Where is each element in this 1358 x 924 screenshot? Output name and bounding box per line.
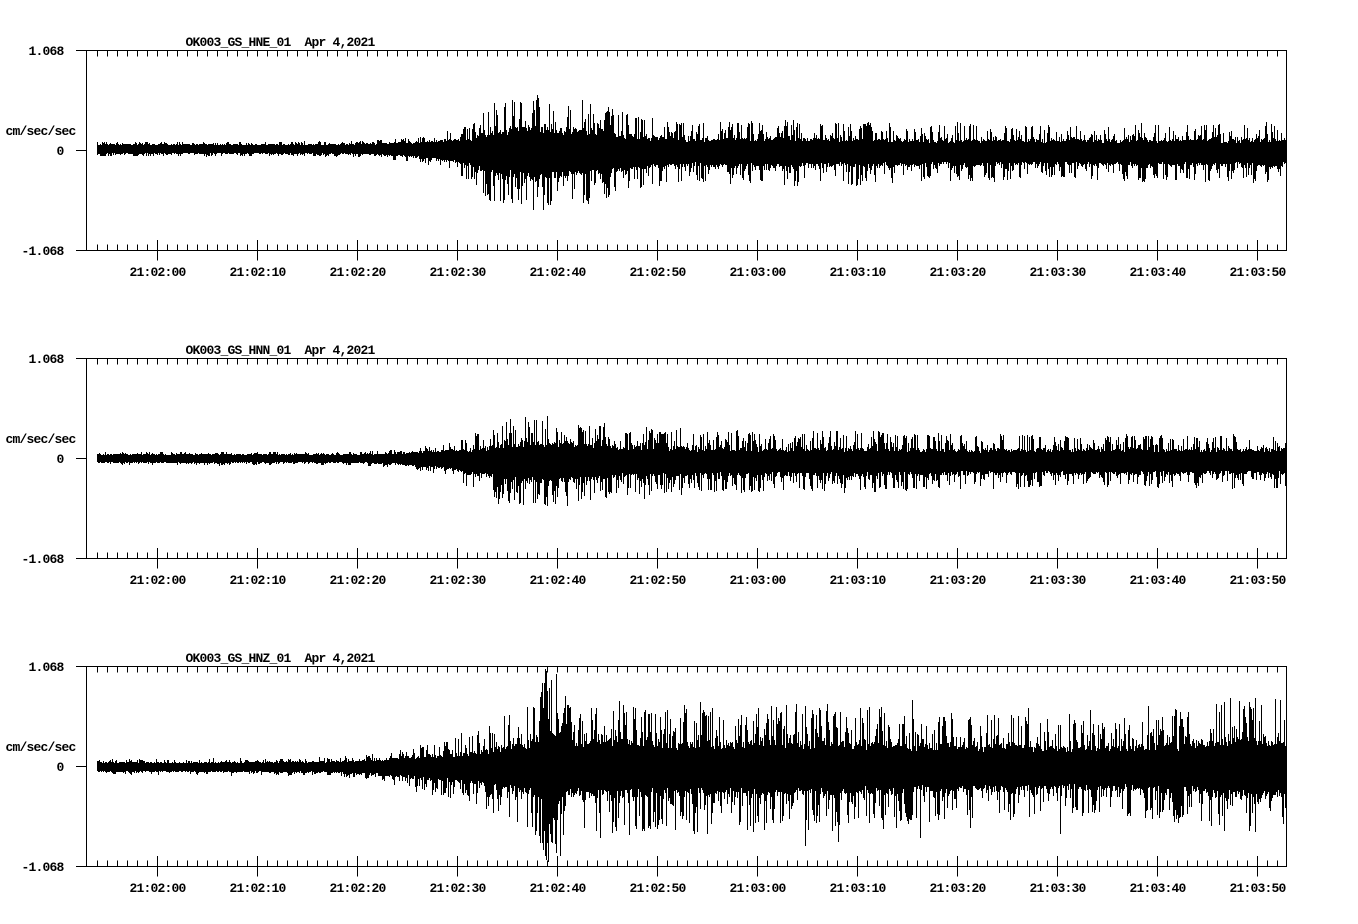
svg-text:21:02:30: 21:02:30 (429, 881, 486, 896)
svg-text:21:03:50: 21:03:50 (1229, 881, 1286, 896)
svg-text:21:02:10: 21:02:10 (229, 265, 286, 280)
svg-text:cm/sec/sec: cm/sec/sec (6, 432, 77, 447)
svg-text:1.068: 1.068 (28, 660, 64, 675)
svg-text:21:03:10: 21:03:10 (829, 881, 886, 896)
svg-text:21:03:30: 21:03:30 (1029, 881, 1086, 896)
svg-text:21:03:30: 21:03:30 (1029, 573, 1086, 588)
svg-text:21:02:30: 21:02:30 (429, 265, 486, 280)
svg-text:21:03:10: 21:03:10 (829, 573, 886, 588)
svg-text:21:03:20: 21:03:20 (929, 573, 986, 588)
svg-text:cm/sec/sec: cm/sec/sec (6, 124, 77, 139)
svg-text:21:02:00: 21:02:00 (129, 881, 186, 896)
svg-text:OK003_GS_HNN_01 Apr 4,2021: OK003_GS_HNN_01 Apr 4,2021 (186, 343, 376, 358)
svg-text:21:02:10: 21:02:10 (229, 573, 286, 588)
svg-text:21:02:40: 21:02:40 (529, 265, 586, 280)
svg-text:21:02:50: 21:02:50 (629, 265, 686, 280)
svg-text:21:03:00: 21:03:00 (729, 265, 786, 280)
svg-text:21:02:20: 21:02:20 (329, 265, 386, 280)
svg-text:1.068: 1.068 (28, 352, 64, 367)
svg-text:0: 0 (56, 760, 64, 775)
svg-text:OK003_GS_HNE_01 Apr 4,2021: OK003_GS_HNE_01 Apr 4,2021 (186, 35, 376, 50)
svg-text:0: 0 (56, 144, 64, 159)
svg-text:21:03:10: 21:03:10 (829, 265, 886, 280)
svg-text:21:02:50: 21:02:50 (629, 573, 686, 588)
svg-text:21:02:40: 21:02:40 (529, 881, 586, 896)
svg-text:21:02:10: 21:02:10 (229, 881, 286, 896)
svg-text:-1.068: -1.068 (21, 860, 64, 875)
svg-text:21:02:20: 21:02:20 (329, 881, 386, 896)
svg-text:21:03:20: 21:03:20 (929, 881, 986, 896)
svg-text:21:03:00: 21:03:00 (729, 573, 786, 588)
svg-text:-1.068: -1.068 (21, 244, 64, 259)
svg-text:0: 0 (56, 452, 64, 467)
svg-text:21:03:30: 21:03:30 (1029, 265, 1086, 280)
svg-text:OK003_GS_HNZ_01 Apr 4,2021: OK003_GS_HNZ_01 Apr 4,2021 (186, 651, 376, 666)
svg-text:21:03:40: 21:03:40 (1129, 881, 1186, 896)
svg-text:21:03:50: 21:03:50 (1229, 573, 1286, 588)
svg-text:21:02:20: 21:02:20 (329, 573, 386, 588)
svg-text:21:02:40: 21:02:40 (529, 573, 586, 588)
svg-text:21:02:30: 21:02:30 (429, 573, 486, 588)
svg-text:21:02:00: 21:02:00 (129, 265, 186, 280)
svg-text:21:02:00: 21:02:00 (129, 573, 186, 588)
svg-text:1.068: 1.068 (28, 44, 64, 59)
svg-text:cm/sec/sec: cm/sec/sec (6, 740, 77, 755)
svg-text:21:03:40: 21:03:40 (1129, 265, 1186, 280)
svg-text:21:03:00: 21:03:00 (729, 881, 786, 896)
svg-text:21:03:50: 21:03:50 (1229, 265, 1286, 280)
svg-text:-1.068: -1.068 (21, 552, 64, 567)
svg-text:21:03:40: 21:03:40 (1129, 573, 1186, 588)
svg-text:21:02:50: 21:02:50 (629, 881, 686, 896)
svg-text:21:03:20: 21:03:20 (929, 265, 986, 280)
